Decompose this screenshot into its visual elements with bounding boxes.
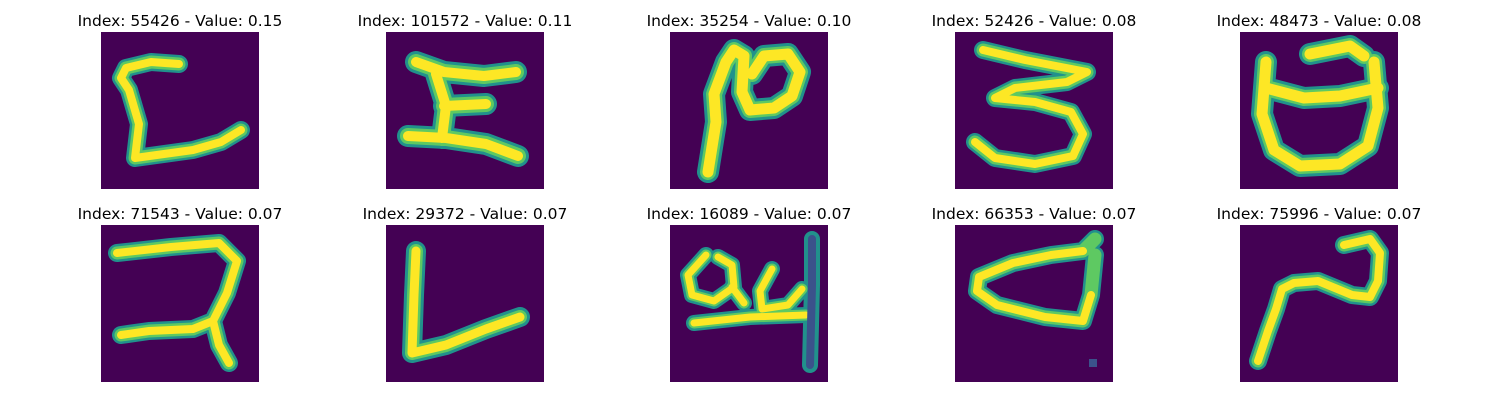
handwritten-glyph-image — [101, 225, 259, 382]
panel-8: Index: 16089 - Value: 0.07 — [607, 204, 891, 394]
handwritten-glyph-image — [386, 32, 544, 189]
panel-9: Index: 66353 - Value: 0.07 — [892, 204, 1176, 394]
panel-title: Index: 52426 - Value: 0.08 — [931, 12, 1137, 30]
panel-title: Index: 75996 - Value: 0.07 — [1216, 205, 1422, 223]
glyph-svg — [1240, 32, 1398, 189]
glyph-svg — [670, 32, 828, 189]
panel-6: Index: 71543 - Value: 0.07 — [38, 204, 322, 394]
panel-5: Index: 48473 - Value: 0.08 — [1177, 11, 1461, 201]
panel-title: Index: 48473 - Value: 0.08 — [1216, 12, 1422, 30]
panel-2: Index: 101572 - Value: 0.11 — [323, 11, 607, 201]
panel-title: Index: 71543 - Value: 0.07 — [77, 205, 283, 223]
handwritten-glyph-image — [1240, 32, 1398, 189]
panel-1: Index: 55426 - Value: 0.15 — [38, 11, 322, 201]
panel-7: Index: 29372 - Value: 0.07 — [323, 204, 607, 394]
glyph-svg — [386, 225, 544, 382]
panel-title: Index: 16089 - Value: 0.07 — [646, 205, 852, 223]
handwritten-glyph-image — [386, 225, 544, 382]
handwritten-glyph-image — [1240, 225, 1398, 382]
panel-4: Index: 52426 - Value: 0.08 — [892, 11, 1176, 201]
handwritten-glyph-image — [955, 225, 1113, 382]
handwritten-glyph-image — [670, 225, 828, 382]
panel-10: Index: 75996 - Value: 0.07 — [1177, 204, 1461, 394]
panel-3: Index: 35254 - Value: 0.10 — [607, 11, 891, 201]
glyph-svg — [1240, 225, 1398, 382]
panel-title: Index: 101572 - Value: 0.11 — [357, 12, 573, 30]
handwritten-glyph-image — [955, 32, 1113, 189]
glyph-svg — [670, 225, 828, 382]
panel-title: Index: 66353 - Value: 0.07 — [931, 205, 1137, 223]
panel-title: Index: 35254 - Value: 0.10 — [646, 12, 852, 30]
panel-title: Index: 55426 - Value: 0.15 — [77, 12, 283, 30]
handwritten-glyph-image — [101, 32, 259, 189]
glyph-svg — [101, 225, 259, 382]
glyph-svg — [101, 32, 259, 189]
handwritten-glyph-image — [670, 32, 828, 189]
glyph-svg — [386, 32, 544, 189]
glyph-svg — [955, 32, 1113, 189]
glyph-svg — [955, 225, 1113, 382]
panel-title: Index: 29372 - Value: 0.07 — [362, 205, 568, 223]
